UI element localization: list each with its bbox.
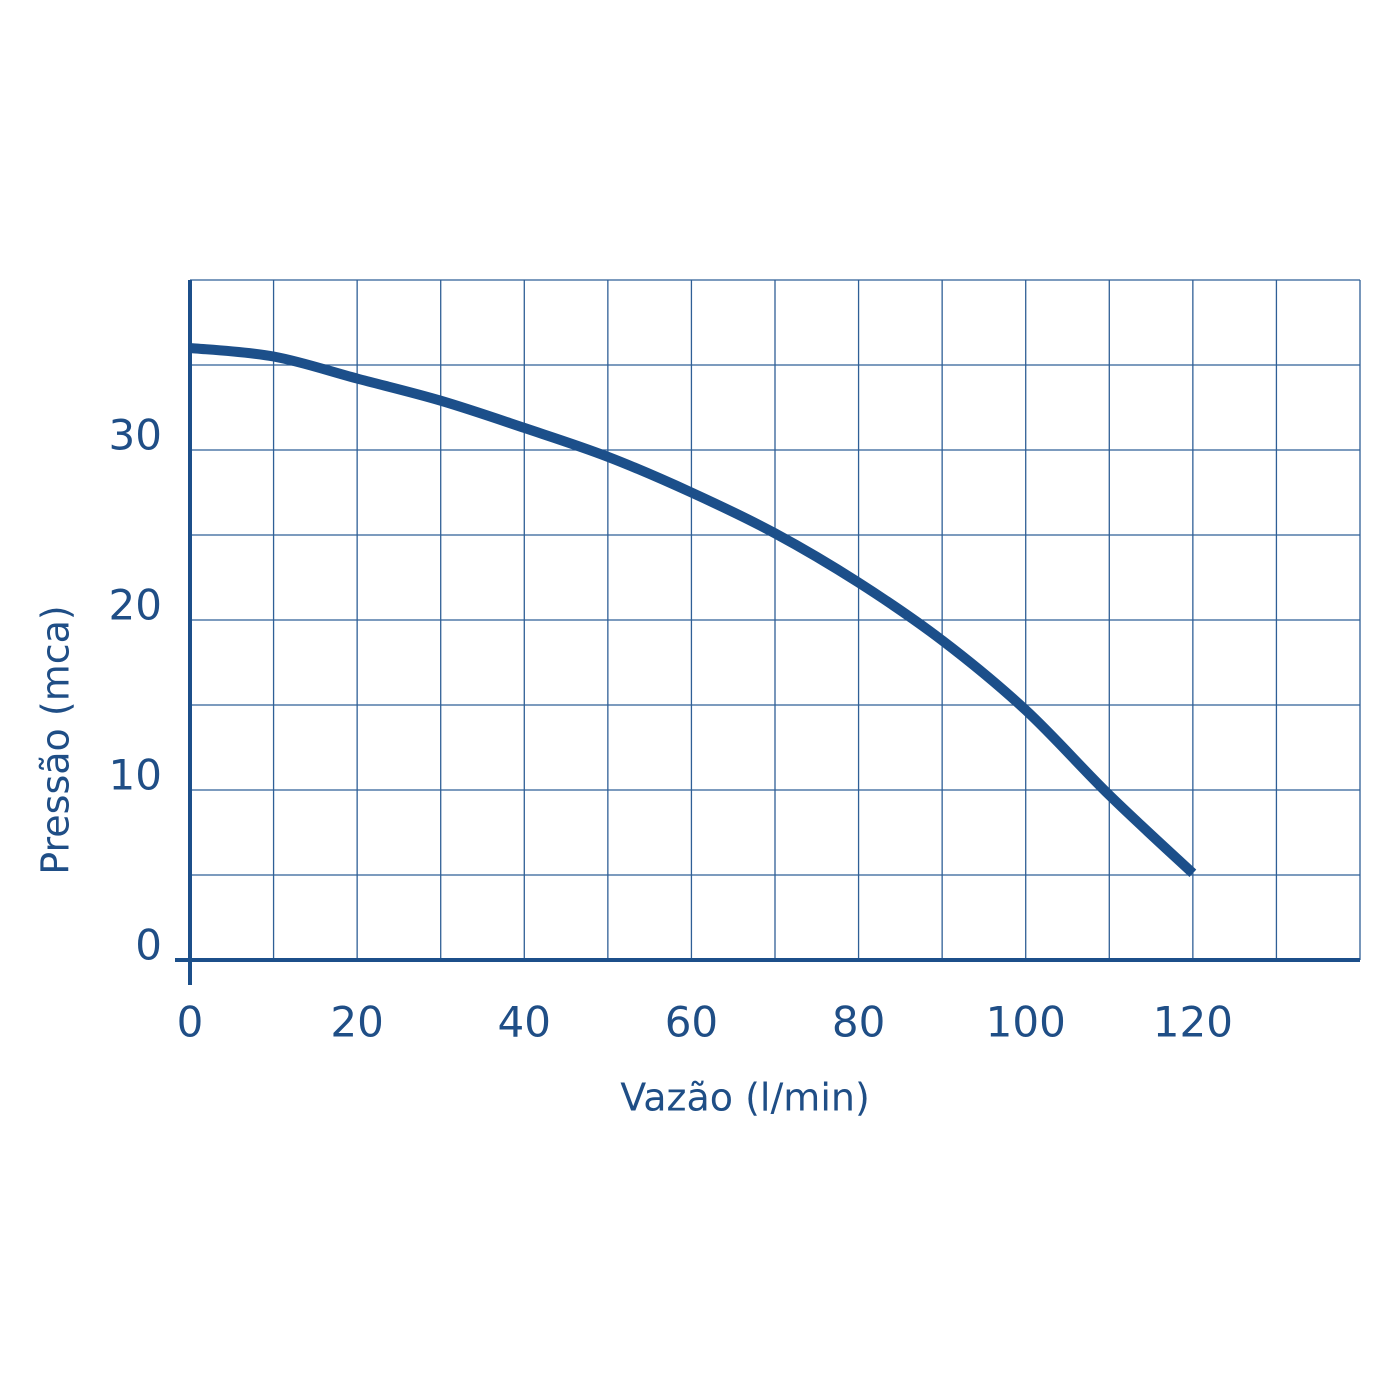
y-tick-label: 0 [135, 921, 162, 970]
curve [189, 343, 1197, 877]
x-tick-label: 60 [665, 998, 718, 1047]
x-tick-label: 120 [1153, 998, 1233, 1047]
x-tick-label: 20 [330, 998, 383, 1047]
y-tick-label: 10 [109, 751, 162, 800]
x-tick-label: 80 [832, 998, 885, 1047]
x-tick-label: 100 [986, 998, 1066, 1047]
x-tick-label: 0 [177, 998, 204, 1047]
y-tick-label: 30 [109, 411, 162, 460]
y-axis-title: Pressão (mca) [34, 605, 78, 874]
y-tick-label: 20 [109, 581, 162, 630]
x-tick-label: 40 [498, 998, 551, 1047]
x-axis-title: Vazão (l/min) [620, 1076, 870, 1120]
